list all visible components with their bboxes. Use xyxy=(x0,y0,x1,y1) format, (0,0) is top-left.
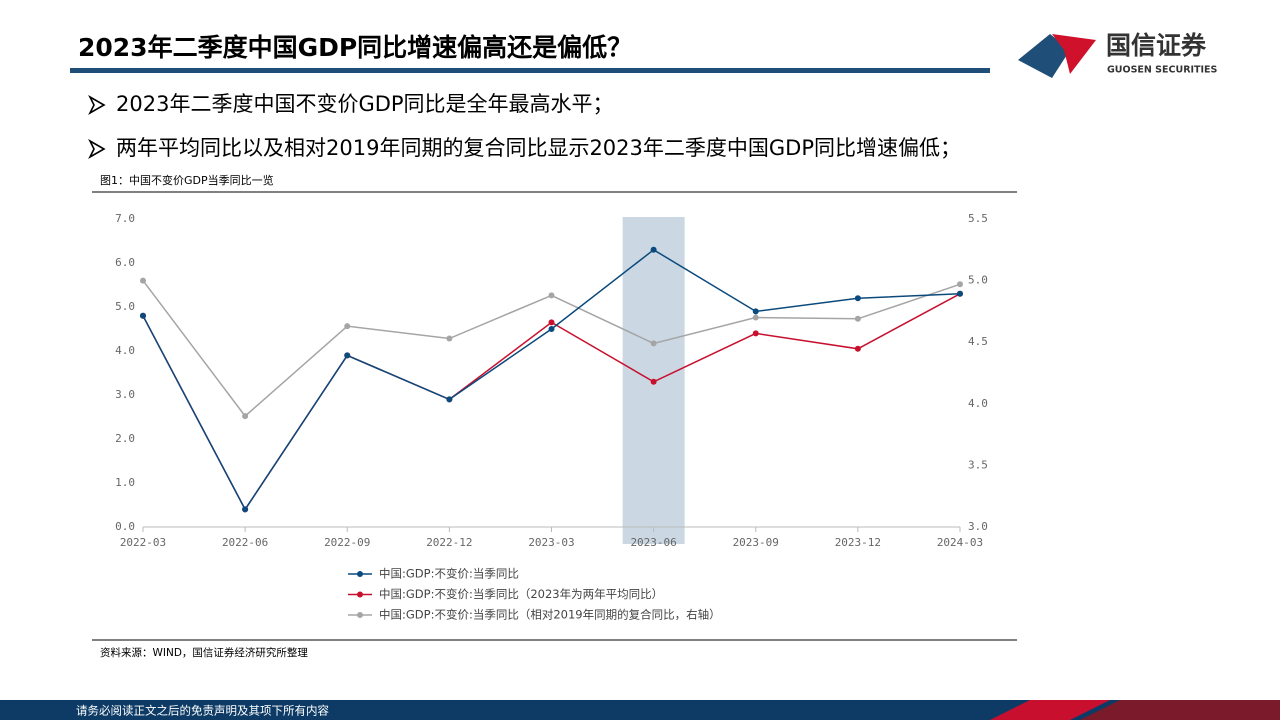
data-point xyxy=(854,295,861,302)
title-underline xyxy=(70,68,990,73)
x-tick-label: 2023-09 xyxy=(733,536,779,549)
y-tick-label: 7.0 xyxy=(115,212,135,225)
data-point xyxy=(650,340,657,347)
legend-swatch-dot xyxy=(357,612,363,618)
y2-tick-label: 4.5 xyxy=(968,335,988,348)
data-point xyxy=(344,323,351,330)
y-tick-label: 4.0 xyxy=(115,344,135,357)
data-point xyxy=(548,326,555,332)
x-tick-label: 2022-09 xyxy=(324,536,370,549)
logo-blue xyxy=(1018,34,1070,78)
footer-bar xyxy=(0,700,1280,720)
y2-tick-label: 5.0 xyxy=(968,274,988,287)
x-tick-label: 2022-06 xyxy=(222,536,268,549)
data-point xyxy=(752,314,759,321)
y2-tick-label: 3.5 xyxy=(968,458,988,471)
data-point xyxy=(446,335,453,342)
bullet: 2023年二季度中国不变价GDP同比是全年最高水平； xyxy=(116,92,614,116)
y-tick-label: 3.0 xyxy=(115,388,135,401)
data-point xyxy=(242,506,249,513)
legend-swatch-dot xyxy=(357,571,363,577)
bullet-marker xyxy=(88,138,106,160)
y-tick-label: 1.0 xyxy=(115,476,135,489)
data-point xyxy=(140,312,146,319)
logo-subtitle: GUOSEN SECURITIES xyxy=(1107,65,1218,76)
data-point xyxy=(650,378,657,385)
legend-swatch-dot xyxy=(357,591,363,598)
x-tick-label: 2022-03 xyxy=(120,536,166,549)
data-point xyxy=(344,352,351,359)
logo-red xyxy=(1052,34,1096,74)
data-point xyxy=(548,292,555,299)
footer-text: 请务必阅读正文之后的免责声明及其项下所有内容 xyxy=(76,704,329,718)
x-tick-label: 2023-06 xyxy=(630,536,676,549)
y-tick-label: 0.0 xyxy=(115,520,135,533)
y-tick-label: 5.0 xyxy=(115,300,135,313)
data-point xyxy=(752,308,759,315)
y-tick-label: 6.0 xyxy=(115,256,135,269)
y-tick-label: 2.0 xyxy=(115,432,135,445)
data-point xyxy=(650,246,657,253)
legend-label: 中国:GDP:不变价:当季同比（相对2019年同期的复合同比，右轴） xyxy=(379,608,721,622)
bullet-marker xyxy=(88,94,106,116)
bullet: 两年平均同比以及相对2019年同期的复合同比显示2023年二季度中国GDP同比增… xyxy=(116,136,961,160)
y2-tick-label: 5.5 xyxy=(968,212,988,225)
data-point xyxy=(854,315,861,322)
chart: 0.0 1.0 2.0 3.0 4.0 5.0 6.0 7.0 3.0 3.5 4.0 4.5 5.0 5… xyxy=(115,212,988,622)
data-point xyxy=(242,413,249,420)
slide-title: 2023年二季度中国GDP同比增速偏高还是偏低？ xyxy=(78,33,632,62)
footer-decor xyxy=(990,700,1110,720)
figure-caption: 图1：中国不变价GDP当季同比一览 xyxy=(100,173,274,187)
x-tick-label: 2022-12 xyxy=(426,536,472,549)
footer-decor xyxy=(1080,700,1280,720)
data-point xyxy=(752,330,759,337)
legend-label: 中国:GDP:不变价:当季同比 xyxy=(379,567,519,581)
source-note: 资料来源：WIND，国信证券经济研究所整理 xyxy=(100,646,308,659)
data-point xyxy=(854,345,861,352)
logo-name: 国信证券 xyxy=(1106,31,1207,60)
x-tick-label: 2024-03 xyxy=(937,536,983,549)
y2-tick-label: 4.0 xyxy=(968,397,988,410)
data-point xyxy=(548,319,555,326)
legend-label: 中国:GDP:不变价:当季同比（2023年为两年平均同比） xyxy=(379,587,663,601)
data-point xyxy=(140,277,146,284)
x-tick-label: 2023-12 xyxy=(835,536,881,549)
data-point xyxy=(957,290,963,297)
y2-tick-label: 3.0 xyxy=(968,520,988,533)
data-point xyxy=(446,396,453,403)
data-point xyxy=(957,281,963,288)
x-tick-label: 2023-03 xyxy=(528,536,574,549)
logo xyxy=(1018,34,1096,78)
